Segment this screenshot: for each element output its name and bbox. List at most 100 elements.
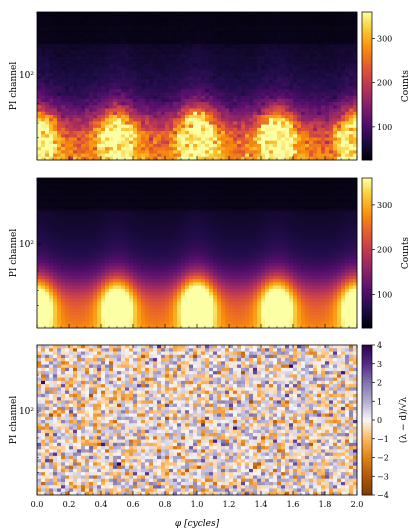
heatmap-cell bbox=[61, 57, 66, 61]
heatmap-cell bbox=[305, 24, 310, 29]
heatmap-cell bbox=[221, 143, 226, 148]
heatmap-cell bbox=[117, 89, 122, 93]
heatmap-cell bbox=[325, 73, 330, 77]
heatmap-cell bbox=[253, 194, 258, 198]
heatmap-cell bbox=[309, 140, 314, 145]
heatmap-cell bbox=[121, 60, 126, 64]
heatmap-cell bbox=[305, 86, 310, 90]
heatmap-cell bbox=[253, 150, 258, 154]
heatmap-cell bbox=[185, 108, 190, 113]
heatmap-cell bbox=[329, 153, 334, 158]
heatmap-cell bbox=[109, 40, 114, 45]
heatmap-cell bbox=[145, 105, 150, 109]
heatmap-cell bbox=[125, 184, 130, 189]
heatmap-cell bbox=[105, 63, 110, 68]
heatmap-cell bbox=[109, 178, 114, 182]
heatmap-cell bbox=[117, 153, 122, 158]
colorbar-segment bbox=[362, 31, 372, 35]
heatmap-cell bbox=[289, 137, 294, 142]
heatmap-cell bbox=[301, 111, 306, 116]
heatmap-cell bbox=[169, 40, 174, 45]
heatmap-cell bbox=[225, 89, 230, 93]
heatmap-cell bbox=[301, 98, 306, 103]
heatmap-cell bbox=[289, 44, 294, 48]
heatmap-cell bbox=[161, 31, 166, 35]
heatmap-cell bbox=[349, 63, 354, 68]
colorbar-segment bbox=[362, 71, 372, 75]
heatmap-cell bbox=[281, 124, 286, 129]
heatmap-cell bbox=[237, 223, 242, 228]
heatmap-cell bbox=[93, 12, 98, 16]
heatmap-cell bbox=[257, 60, 262, 64]
heatmap-cell bbox=[317, 108, 322, 113]
heatmap-cell bbox=[105, 102, 110, 106]
heatmap-cell bbox=[137, 44, 142, 48]
heatmap-cell bbox=[149, 24, 154, 29]
heatmap-cell bbox=[221, 37, 226, 42]
heatmap-cell bbox=[69, 79, 74, 84]
heatmap-cell bbox=[149, 76, 154, 80]
heatmap-cell bbox=[209, 124, 214, 129]
heatmap-cell bbox=[85, 28, 90, 32]
heatmap-cell bbox=[145, 210, 150, 215]
heatmap-cell bbox=[49, 131, 54, 135]
heatmap-cell bbox=[237, 66, 242, 71]
heatmap-cell bbox=[69, 60, 74, 64]
heatmap-cell bbox=[265, 37, 270, 42]
heatmap-cell bbox=[285, 44, 290, 48]
heatmap-cell bbox=[301, 204, 306, 208]
heatmap-cell bbox=[177, 140, 182, 145]
heatmap-cell bbox=[153, 95, 158, 100]
heatmap-cell bbox=[137, 31, 142, 35]
heatmap-cell bbox=[37, 137, 42, 142]
heatmap-cell bbox=[325, 134, 330, 138]
heatmap-cell bbox=[169, 34, 174, 39]
heatmap-cell bbox=[237, 15, 242, 19]
heatmap-cell bbox=[65, 137, 70, 142]
heatmap-cell bbox=[249, 191, 254, 195]
heatmap-cell bbox=[301, 63, 306, 68]
heatmap-cell bbox=[241, 134, 246, 138]
heatmap-cell bbox=[193, 105, 198, 109]
heatmap-cell bbox=[89, 108, 94, 113]
heatmap-cell bbox=[293, 21, 298, 26]
heatmap-cell bbox=[213, 200, 218, 205]
heatmap-cell bbox=[177, 220, 182, 224]
heatmap-cell bbox=[209, 187, 214, 192]
heatmap-cell bbox=[189, 124, 194, 129]
heatmap-cell bbox=[81, 127, 86, 132]
heatmap-cell bbox=[265, 121, 270, 125]
heatmap-cell bbox=[61, 31, 66, 35]
heatmap-cell bbox=[217, 153, 222, 158]
heatmap-cell bbox=[285, 105, 290, 109]
heatmap-cell bbox=[281, 210, 286, 215]
heatmap-cell bbox=[265, 63, 270, 68]
heatmap-cell bbox=[281, 194, 286, 198]
heatmap-cell bbox=[289, 153, 294, 158]
heatmap-cell bbox=[249, 18, 254, 22]
heatmap-cell bbox=[41, 197, 46, 202]
heatmap-cell bbox=[121, 223, 126, 228]
heatmap-cell bbox=[49, 217, 54, 221]
heatmap-cell bbox=[269, 92, 274, 96]
heatmap-cell bbox=[121, 220, 126, 224]
heatmap-cell bbox=[177, 178, 182, 182]
heatmap-cell bbox=[109, 53, 114, 58]
heatmap-cell bbox=[313, 95, 318, 100]
heatmap-cell bbox=[337, 12, 342, 16]
heatmap-cell bbox=[209, 82, 214, 87]
heatmap-cell bbox=[305, 40, 310, 45]
heatmap-cell bbox=[181, 37, 186, 42]
heatmap-cell bbox=[133, 140, 138, 145]
heatmap-cell bbox=[225, 76, 230, 80]
heatmap-cell bbox=[53, 147, 58, 151]
heatmap-cell bbox=[309, 200, 314, 205]
heatmap-cell bbox=[77, 47, 82, 51]
heatmap-cell bbox=[349, 204, 354, 208]
heatmap-cell bbox=[265, 191, 270, 195]
heatmap-cell bbox=[41, 204, 46, 208]
heatmap-cell bbox=[353, 131, 358, 135]
heatmap-cell bbox=[161, 86, 166, 90]
heatmap-cell bbox=[237, 194, 242, 198]
heatmap-cell bbox=[45, 121, 50, 125]
